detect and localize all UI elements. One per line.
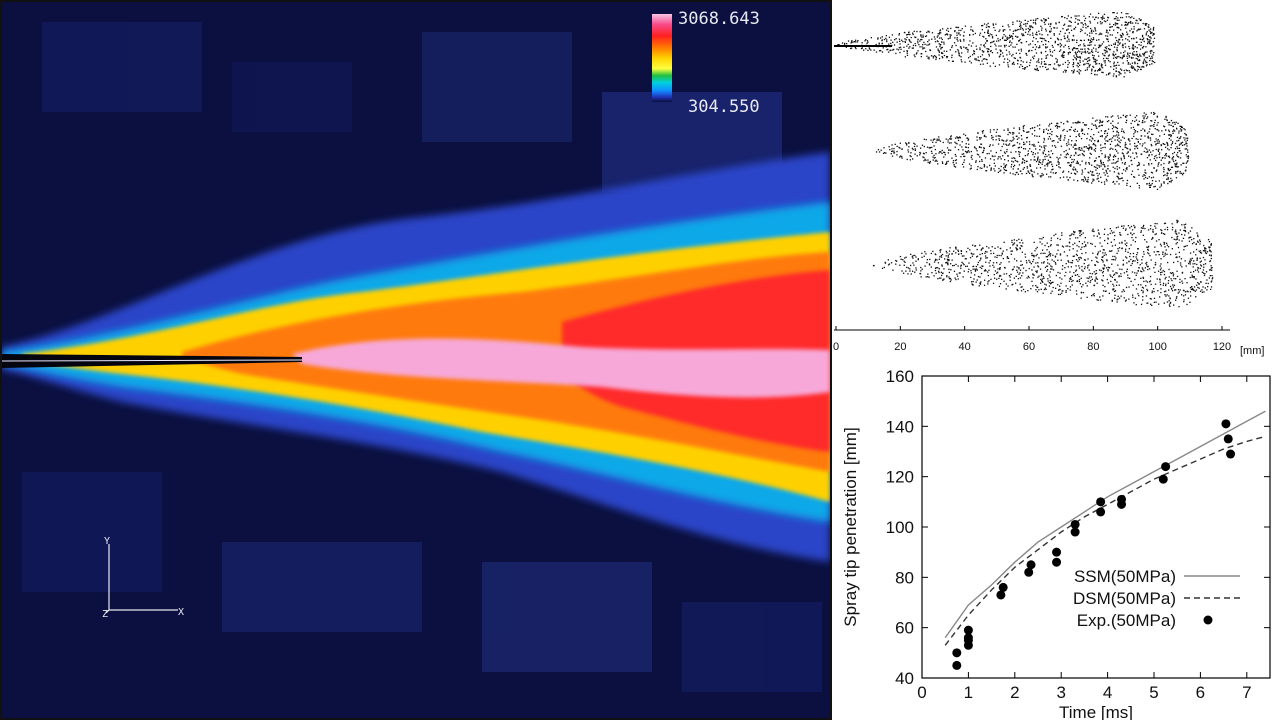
spray-scale-unit: [mm]	[1240, 345, 1264, 357]
y-tick-label: 160	[886, 367, 914, 386]
series-line-ssm	[944, 410, 1266, 639]
spray-cloud-1	[836, 12, 1156, 78]
y-tick-label: 120	[886, 468, 914, 487]
triad-y-label: Y	[104, 536, 110, 547]
exp-data-point	[1117, 494, 1127, 504]
exp-data-point	[1026, 560, 1036, 570]
exp-data-point	[1052, 557, 1062, 567]
series-exp-markers	[952, 419, 1236, 670]
spray-cloud-3	[872, 219, 1214, 308]
spray-tick-label: 100	[1148, 341, 1166, 353]
penetration-chart-panel: 0 1 2 3 4 5 6 7 40 60 80 100 120 140 160 Time [ms] Spr…	[832, 360, 1280, 720]
y-tick-label: 40	[895, 669, 914, 688]
spray-tick-label: 40	[959, 341, 971, 353]
colorbar	[652, 14, 672, 102]
exp-data-point	[1161, 462, 1171, 472]
spray-scale-ticks: 0 20 40 60 80 100 120	[833, 326, 1231, 353]
axes-triad	[105, 544, 178, 614]
plot-ticks: 0 1 2 3 4 5 6 7 40 60 80 100 120 140 160	[886, 367, 1270, 702]
x-tick-label: 4	[1103, 683, 1112, 702]
spray-images: 0 20 40 60 80 100 120 [mm]	[833, 12, 1264, 357]
exp-data-point	[1096, 507, 1106, 517]
x-tick-label: 3	[1056, 683, 1065, 702]
exp-data-point	[1226, 449, 1236, 459]
legend-label: Exp.(50MPa)	[1077, 611, 1176, 630]
y-tick-label: 140	[886, 417, 914, 436]
legend-label: DSM(50MPa)	[1073, 589, 1176, 608]
y-tick-label: 100	[886, 518, 914, 537]
flame-zone-pink	[292, 338, 830, 398]
exp-data-point	[1158, 474, 1168, 484]
exp-data-point	[1070, 527, 1080, 537]
spray-cloud-2	[875, 111, 1190, 190]
y-axis-label: Spray tip penetration [mm]	[841, 427, 860, 626]
temperature-contour-plot: 3068.643 304.550 Y Z X	[2, 2, 830, 718]
exp-data-point	[1223, 434, 1233, 444]
temperature-contour-panel: 3068.643 304.550 Y Z X	[0, 0, 832, 720]
spray-droplet-clouds	[836, 12, 1214, 308]
exp-data-point	[1096, 497, 1106, 507]
x-tick-label: 2	[1010, 683, 1019, 702]
legend-label: SSM(50MPa)	[1074, 567, 1176, 586]
triad-x-label: X	[178, 607, 184, 618]
colorbar-min-label: 304.550	[688, 97, 760, 117]
spray-tick-label: 0	[833, 341, 839, 353]
x-tick-label: 1	[964, 683, 973, 702]
exp-data-point	[963, 633, 973, 643]
spray-images-panel: 0 20 40 60 80 100 120 [mm]	[832, 0, 1280, 360]
exp-data-point	[963, 625, 973, 635]
exp-data-point	[1221, 419, 1231, 429]
triad-z-label: Z	[102, 609, 108, 620]
x-tick-label: 0	[917, 683, 926, 702]
exp-data-point	[952, 660, 962, 670]
legend-marker	[1203, 615, 1213, 625]
spray-tick-label: 80	[1087, 341, 1099, 353]
legend: SSM(50MPa) DSM(50MPa) Exp.(50MPa)	[1073, 567, 1240, 630]
y-tick-label: 60	[895, 619, 914, 638]
injector-axis-line	[2, 359, 303, 362]
exp-data-point	[1024, 567, 1034, 577]
y-tick-label: 80	[895, 568, 914, 587]
series-line-dsm	[944, 435, 1266, 646]
x-tick-label: 6	[1196, 683, 1205, 702]
exp-data-point	[998, 582, 1008, 592]
colorbar-max-label: 3068.643	[678, 9, 760, 29]
exp-data-point	[1070, 519, 1080, 529]
spray-tick-label: 120	[1213, 341, 1231, 353]
x-axis-label: Time [ms]	[1059, 703, 1133, 720]
plot-frame	[921, 375, 1271, 679]
spray-tick-label: 20	[894, 341, 906, 353]
exp-data-point	[996, 590, 1006, 600]
x-tick-label: 7	[1242, 683, 1251, 702]
exp-data-point	[1052, 547, 1062, 557]
exp-data-point	[952, 648, 962, 658]
x-tick-label: 5	[1149, 683, 1158, 702]
spray-tick-label: 60	[1023, 341, 1035, 353]
plot-series	[944, 410, 1266, 670]
penetration-chart: 0 1 2 3 4 5 6 7 40 60 80 100 120 140 160 Time [ms] Spr…	[841, 367, 1271, 720]
